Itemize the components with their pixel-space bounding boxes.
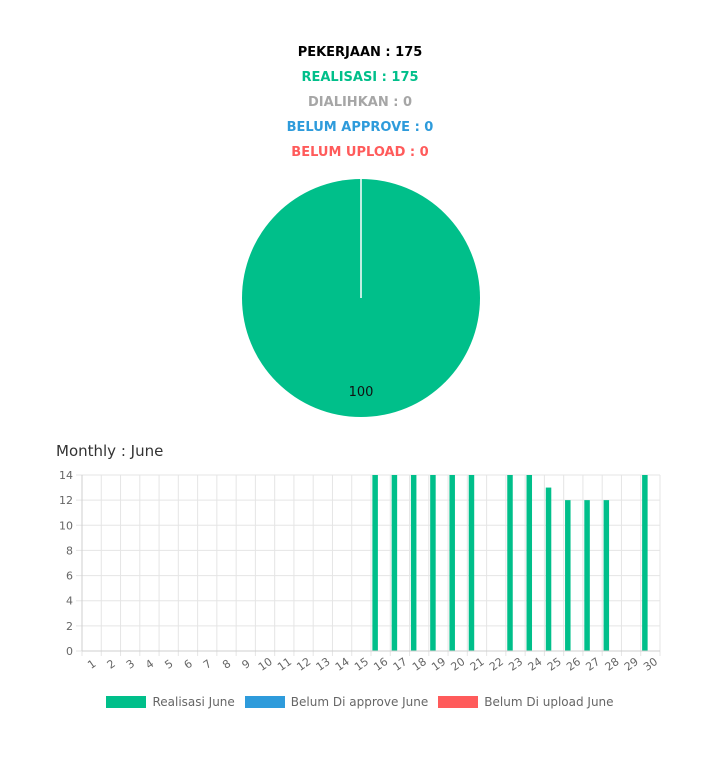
belum-approve-total: BELUM APPROVE : 0 xyxy=(286,120,434,135)
belum-upload-total: BELUM UPLOAD : 0 xyxy=(291,145,429,160)
x-tick-label: 22 xyxy=(487,655,506,674)
x-tick-label: 26 xyxy=(564,655,583,674)
y-tick-label: 8 xyxy=(66,544,73,557)
x-tick-label: 3 xyxy=(124,657,137,672)
x-tick-label: 12 xyxy=(294,655,313,674)
legend-item-belum-approve[interactable]: Belum Di approve June xyxy=(244,695,429,709)
x-tick-label: 17 xyxy=(391,655,410,674)
y-tick-label: 0 xyxy=(66,645,73,658)
x-tick-label: 27 xyxy=(583,655,602,674)
x-tick-label: 29 xyxy=(622,655,641,674)
pie-data-label: 100 xyxy=(349,385,374,400)
x-tick-label: 5 xyxy=(162,657,175,672)
x-tick-label: 8 xyxy=(220,657,233,672)
x-tick-label: 23 xyxy=(506,655,525,674)
pekerjaan-total: PEKERJAAN : 175 xyxy=(297,45,423,60)
x-tick-label: 1 xyxy=(85,657,98,672)
x-tick-label: 16 xyxy=(371,655,390,674)
x-tick-label: 7 xyxy=(201,657,214,672)
y-tick-label: 14 xyxy=(59,469,73,482)
monthly-title: Monthly : June xyxy=(56,442,164,460)
x-tick-label: 25 xyxy=(545,655,564,674)
bar[interactable] xyxy=(391,475,398,651)
x-tick-label: 28 xyxy=(603,655,622,674)
bar[interactable] xyxy=(507,475,513,651)
x-tick-label: 13 xyxy=(314,655,333,674)
x-tick-label: 6 xyxy=(182,657,195,672)
realisasi-total: REALISASI : 175 xyxy=(301,70,419,85)
x-tick-label: 4 xyxy=(143,657,156,672)
legend-item-belum-upload[interactable]: Belum Di upload June xyxy=(438,695,614,709)
bar[interactable] xyxy=(545,487,552,651)
x-tick-label: 11 xyxy=(275,655,294,674)
x-tick-label: 14 xyxy=(333,655,352,674)
bar-legend: Realisasi June Belum Di approve June Bel… xyxy=(0,695,720,709)
legend-swatch-belum-approve xyxy=(244,696,285,708)
y-tick-label: 2 xyxy=(66,620,73,633)
pie-chart-svg: 100 xyxy=(242,179,480,417)
pie-chart: 100 xyxy=(240,177,482,419)
x-tick-label: 15 xyxy=(352,655,371,674)
legend-label-belum-upload: Belum Di upload June xyxy=(484,695,614,709)
bar[interactable] xyxy=(526,475,533,651)
x-tick-label: 30 xyxy=(641,655,660,674)
bar[interactable] xyxy=(642,475,648,651)
bar[interactable] xyxy=(603,500,610,651)
bar[interactable] xyxy=(584,500,590,651)
bar[interactable] xyxy=(410,475,417,651)
bar[interactable] xyxy=(430,475,436,651)
x-tick-label: 19 xyxy=(429,655,448,674)
x-tick-label: 2 xyxy=(105,657,118,672)
bar[interactable] xyxy=(449,475,455,651)
x-tick-label: 20 xyxy=(449,655,468,674)
y-tick-label: 4 xyxy=(66,595,73,608)
bar[interactable] xyxy=(468,475,475,651)
x-tick-label: 9 xyxy=(239,657,252,672)
summary-block: PEKERJAAN : 175 REALISASI : 175 DIALIHKA… xyxy=(0,40,720,165)
y-tick-label: 10 xyxy=(59,519,73,532)
y-tick-label: 12 xyxy=(59,494,73,507)
legend-swatch-belum-upload xyxy=(438,696,479,708)
y-tick-label: 6 xyxy=(66,570,73,583)
legend-item-realisasi[interactable]: Realisasi June xyxy=(106,695,235,709)
legend-label-realisasi: Realisasi June xyxy=(152,695,235,709)
x-tick-label: 21 xyxy=(468,655,487,674)
bar[interactable] xyxy=(372,475,378,651)
x-tick-label: 10 xyxy=(256,655,275,674)
x-tick-label: 18 xyxy=(410,655,429,674)
legend-label-belum-approve: Belum Di approve June xyxy=(290,695,429,709)
legend-swatch-realisasi xyxy=(106,696,147,708)
bar[interactable] xyxy=(565,500,571,651)
dialihkan-total: DIALIHKAN : 0 xyxy=(308,95,412,110)
x-tick-label: 24 xyxy=(526,655,545,674)
